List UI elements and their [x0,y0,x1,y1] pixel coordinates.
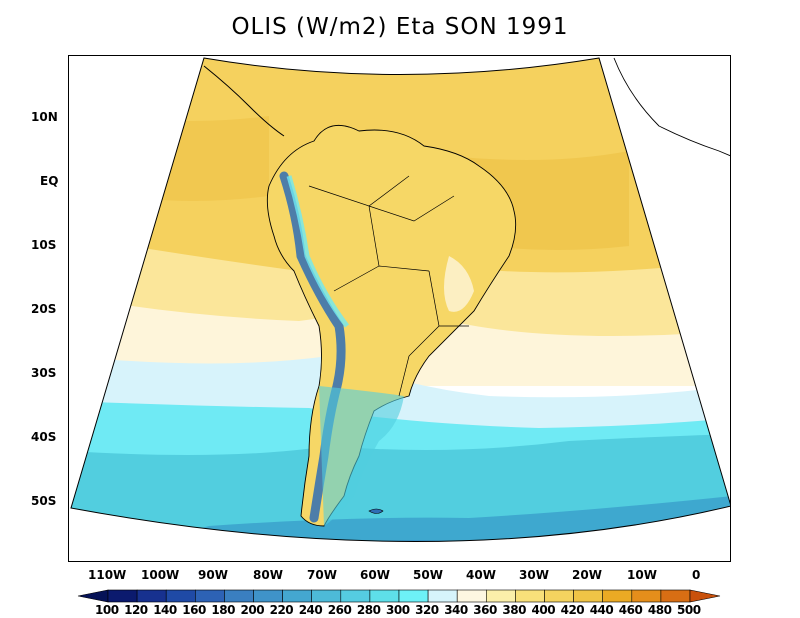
colorbar-label: 320 [415,603,439,617]
colorbar-swatch [107,589,138,603]
colorbar-swatch [398,589,429,603]
colorbar-swatch [544,589,574,603]
colorbar-label: 460 [618,603,643,617]
colorbar-label: 380 [502,603,526,617]
colorbar-label: 200 [240,603,265,617]
falkland-islands [368,508,384,514]
colorbar-swatch [136,589,167,603]
colorbar-swatch [515,589,545,603]
projection-boundary [70,57,730,542]
colorbar-label: 240 [298,603,323,617]
lat-label-10s: 10S [31,238,57,252]
central-america [203,65,285,137]
colorbar-swatch [660,589,691,603]
band-blue [71,496,730,542]
southern-cone-land [319,386,404,526]
lon-label-10w: 10W [627,568,657,582]
lon-label-100w: 100W [141,568,180,582]
lon-label-50w: 50W [413,568,443,582]
lon-label-20w: 20W [572,568,602,582]
band-tropics-dark-west [129,116,269,201]
lon-label-0: 0 [692,568,701,582]
andes-ridge-light [286,175,349,328]
colorbar-label: 480 [647,603,672,617]
brazil-pale-zone [444,256,474,312]
lon-label-110w: 110W [88,568,127,582]
lat-label-20s: 20S [31,302,57,316]
lon-label-60w: 60W [360,568,390,582]
country-borders [308,175,469,397]
map-panel [68,55,731,562]
colorbar-label: 360 [473,603,497,617]
olis-field-map [70,57,730,542]
colorbar-swatch [340,589,371,603]
colorbar-swatch [165,589,196,603]
africa-coast [613,57,730,157]
colorbar-label: 220 [269,603,294,617]
colorbar-label: 260 [327,603,352,617]
colorbar-label: 440 [589,603,614,617]
colorbar-over-arrow [689,589,721,603]
lat-label-40s: 40S [31,430,57,444]
colorbar-label: 400 [531,603,556,617]
land-overlay [203,57,730,527]
colorbar-label: 340 [444,603,468,617]
colorbar-label: 300 [386,603,410,617]
lat-label-50s: 50S [31,494,57,508]
colorbar-label: 160 [182,603,206,617]
colorbar-label: 420 [560,603,585,617]
lon-label-70w: 70W [307,568,337,582]
colorbar-swatch [485,589,516,603]
colorbar-label: 100 [95,603,119,617]
colorbar-swatch [631,589,662,603]
colorbar-swatch [573,589,603,603]
map-title: OLIS (W/m2) Eta SON 1991 [231,14,569,40]
colorbar-swatch [224,589,254,603]
colorbar-label: 280 [356,603,381,617]
colorbar-label: 140 [153,603,177,617]
lon-label-80w: 80W [253,568,283,582]
colorbar-swatch [369,589,400,603]
colorbar-swatch [282,589,313,603]
lat-label-30s: 30S [31,366,57,380]
colorbar-swatch [602,589,633,603]
colorbar-swatch [456,589,487,603]
colorbar-swatch [427,589,458,603]
lon-label-40w: 40W [466,568,496,582]
colorbar-label: 500 [677,603,701,617]
colorbar-label: 120 [124,603,148,617]
lat-label-eq: EQ [40,174,59,188]
colorbar-swatch [195,589,225,603]
lon-label-90w: 90W [198,568,228,582]
lon-label-30w: 30W [519,568,549,582]
colorbar-swatch [253,589,283,603]
colorbar-swatches [77,589,721,603]
colorbar-swatch [311,589,342,603]
colorbar-under-arrow [77,589,109,603]
lat-label-10n: 10N [31,110,58,124]
band-deep-blue [269,540,539,542]
colorbar-label: 180 [211,603,235,617]
